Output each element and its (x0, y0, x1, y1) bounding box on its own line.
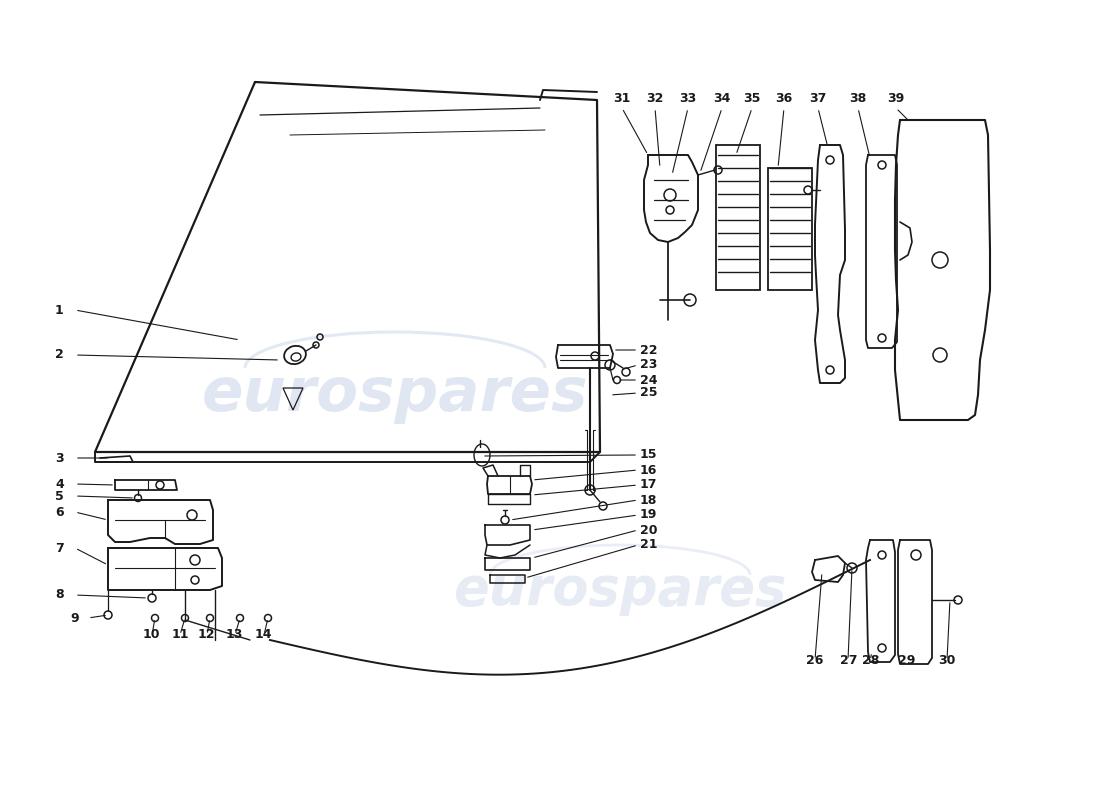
Text: 23: 23 (640, 358, 658, 371)
Text: 18: 18 (640, 494, 658, 506)
Text: 4: 4 (55, 478, 64, 490)
Text: eurospares: eurospares (201, 366, 588, 425)
Text: 26: 26 (806, 654, 824, 666)
Bar (716, 145, 760, 290)
Text: 2: 2 (55, 349, 64, 362)
Text: eurospares: eurospares (453, 564, 786, 616)
Text: 5: 5 (55, 490, 64, 502)
Text: 6: 6 (55, 506, 64, 518)
Text: 3: 3 (55, 451, 64, 465)
Text: 28: 28 (862, 654, 879, 666)
Text: 31: 31 (614, 91, 630, 105)
Text: 24: 24 (640, 374, 658, 386)
Text: 12: 12 (198, 629, 216, 642)
Text: 14: 14 (255, 629, 273, 642)
Text: 32: 32 (647, 91, 663, 105)
Text: 38: 38 (849, 91, 867, 105)
Bar (768, 168, 812, 290)
Text: 9: 9 (70, 611, 78, 625)
Text: 37: 37 (810, 91, 827, 105)
Text: 39: 39 (888, 91, 904, 105)
Text: 20: 20 (640, 523, 658, 537)
Text: 7: 7 (55, 542, 64, 554)
Text: 11: 11 (172, 629, 189, 642)
Text: 1: 1 (55, 303, 64, 317)
Text: 15: 15 (640, 449, 658, 462)
Text: 25: 25 (640, 386, 658, 399)
Text: 27: 27 (840, 654, 858, 666)
Text: 34: 34 (713, 91, 730, 105)
Text: 33: 33 (680, 91, 696, 105)
Text: 35: 35 (744, 91, 761, 105)
Text: 13: 13 (226, 629, 243, 642)
Text: 29: 29 (898, 654, 915, 666)
Text: 16: 16 (640, 463, 658, 477)
Text: 21: 21 (640, 538, 658, 551)
Text: 30: 30 (938, 654, 956, 666)
Text: 19: 19 (640, 509, 658, 522)
Text: 8: 8 (55, 589, 64, 602)
Text: 10: 10 (143, 629, 161, 642)
Text: 17: 17 (640, 478, 658, 491)
Text: 22: 22 (640, 343, 658, 357)
Text: 36: 36 (776, 91, 793, 105)
